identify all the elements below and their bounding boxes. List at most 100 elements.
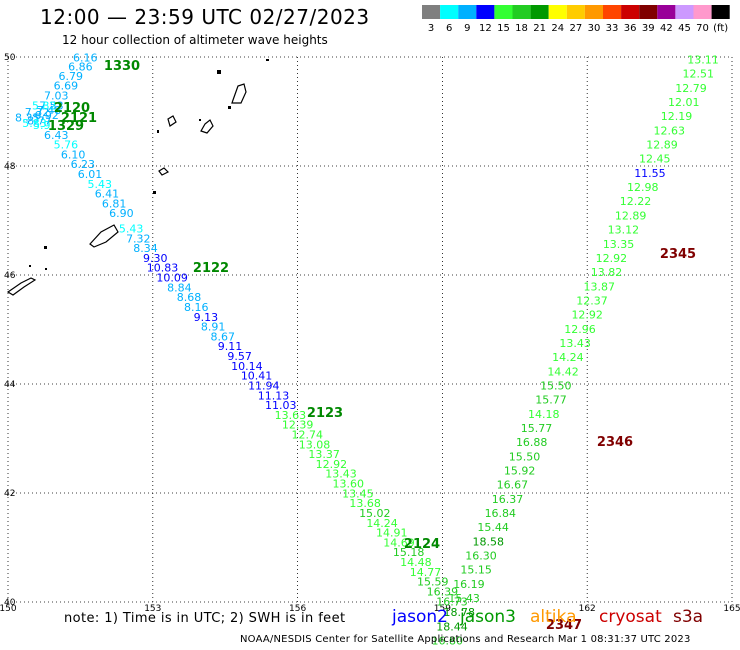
swh-value: 5.43 [87, 178, 112, 191]
pass-time-label: 2124 [404, 537, 440, 552]
swh-value: 15.15 [460, 564, 492, 577]
legend-label: 21 [533, 23, 546, 34]
legend-swatch [440, 5, 459, 19]
swh-value: 6.86 [68, 61, 93, 74]
swh-value: 18.78 [444, 606, 476, 619]
legend-label: 3 [428, 23, 434, 34]
swh-value: 7.48 [37, 104, 62, 117]
swh-value: 14.48 [400, 556, 432, 569]
island-shape [6, 277, 37, 296]
pass-time-label: 2122 [193, 261, 229, 276]
swh-value: 12.92 [596, 252, 628, 265]
legend-swatch [422, 5, 441, 19]
legend-swatch [512, 5, 531, 19]
swh-value: 12.98 [627, 181, 659, 194]
swh-value: 5.83 [22, 117, 47, 130]
y-tick-label: 40 [4, 598, 16, 608]
swh-value: 8.91 [201, 321, 226, 334]
legend-swatch [693, 5, 712, 19]
swh-value: 13.11 [687, 54, 719, 67]
legend-label: 27 [569, 23, 582, 34]
swh-value: 8.16 [184, 301, 209, 314]
swh-value: 12.22 [620, 195, 652, 208]
swh-value: 9.30 [143, 252, 168, 265]
swh-value: 16.19 [453, 578, 485, 591]
x-tick-label: 150 [0, 604, 17, 614]
swh-value: 15.59 [417, 576, 449, 589]
x-tick-label: 162 [579, 604, 596, 614]
islet [228, 106, 231, 109]
swh-value: 11.13 [258, 389, 290, 402]
swh-value: 16.80 [431, 635, 463, 648]
pass-time-label: 2123 [307, 406, 343, 421]
x-tick-label: 153 [144, 604, 161, 614]
legend-swatch [639, 5, 658, 19]
islet [266, 59, 269, 61]
swh-value: 13.43 [325, 468, 357, 481]
swh-value: 12.74 [292, 429, 324, 442]
swh-value: 6.41 [95, 188, 120, 201]
swh-value: 6.23 [71, 158, 96, 171]
swh-value: 8.35 [15, 111, 40, 124]
swh-value: 7.03 [44, 90, 69, 103]
swh-value: 13.08 [299, 438, 331, 451]
swh-value: 14.77 [410, 566, 442, 579]
swh-value: 13.68 [349, 497, 381, 510]
color-legend: 3 6 9 12 15 18 21 24 27 30 33 36 39 42 45 70 (ft) [422, 5, 730, 34]
legend-label: 6 [446, 23, 452, 34]
y-tick-label: 50 [4, 53, 16, 63]
y-tick-label: 48 [4, 162, 16, 172]
island-shape [231, 83, 247, 104]
swh-value: 12.45 [639, 153, 671, 166]
legend-label: 70 [696, 23, 709, 34]
islet [153, 191, 156, 194]
swh-value: 14.91 [376, 527, 408, 540]
swh-value: 14.24 [552, 351, 584, 364]
footer-note: note: 1) Time is in UTC; 2) SWH is in fe… [64, 611, 346, 626]
swh-value: 14.42 [547, 365, 579, 378]
island-shape [200, 119, 214, 134]
swh-value: 7.53 [39, 99, 64, 112]
pass-time-label: 2345 [660, 247, 696, 262]
legend-label: 18 [515, 23, 528, 34]
mission-jason2: jason2 [392, 607, 448, 627]
mission-jason3: jason3 [460, 607, 516, 627]
swh-value: 6.69 [54, 80, 79, 93]
island-shape [167, 115, 177, 127]
grid-lines [7, 56, 733, 603]
swh-value: 15.02 [359, 507, 391, 520]
mission-altika: altika [530, 607, 577, 627]
swh-value: 16.67 [497, 479, 529, 492]
swh-value: 16.37 [492, 493, 524, 506]
pass-time-label: 2347 [546, 618, 582, 633]
legend-label: 39 [642, 23, 655, 34]
legend-label: 36 [624, 23, 637, 34]
swh-value: 5.9 [33, 119, 51, 132]
swh-value: 12.37 [576, 294, 608, 307]
swh-value: 12.19 [661, 110, 693, 123]
swh-value: 9.57 [227, 350, 252, 363]
swh-value: 16.88 [516, 436, 548, 449]
x-tick-label: 159 [434, 604, 451, 614]
swh-value: 13.82 [591, 266, 623, 279]
swh-value: 9.13 [194, 311, 219, 324]
legend-swatch [711, 5, 730, 19]
y-tick-label: 42 [4, 489, 15, 499]
swh-value: 13.35 [603, 238, 635, 251]
swh-value: 6.81 [102, 197, 127, 210]
swh-value: 12.89 [646, 139, 678, 152]
swh-value: 15.44 [477, 521, 509, 534]
island-shape [89, 224, 119, 248]
swh-value: 12.63 [654, 124, 686, 137]
coastline [6, 83, 247, 296]
legend-swatch [621, 5, 640, 19]
swh-value: 15.18 [393, 546, 425, 559]
swh-value: 18.44 [436, 620, 468, 633]
swh-value: 6.92 [34, 109, 59, 122]
swh-value: 16.30 [465, 549, 497, 562]
swh-value: 8.34 [133, 242, 158, 255]
swh-value: 5.82 [32, 99, 57, 112]
swh-value: 15.92 [504, 464, 536, 477]
swh-value: 15.77 [521, 422, 553, 435]
